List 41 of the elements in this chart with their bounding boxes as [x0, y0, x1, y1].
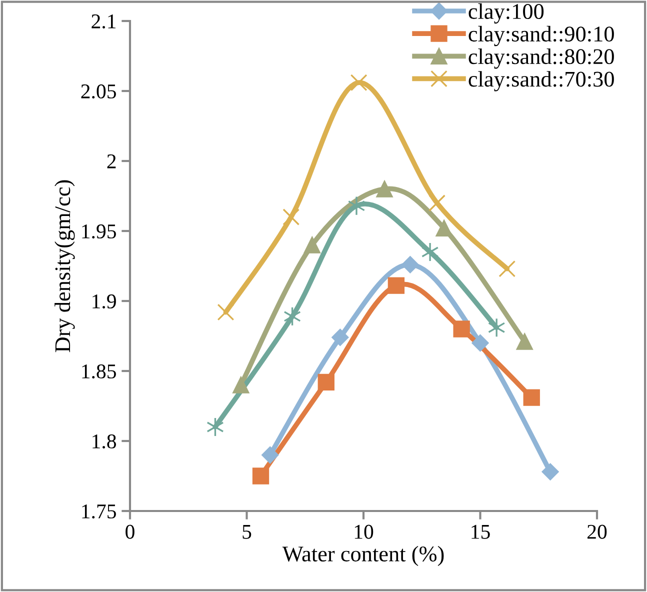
point [350, 74, 368, 92]
point [523, 389, 540, 406]
point [252, 468, 270, 484]
y-tick-label: 1.85 [82, 364, 116, 379]
y-tick-label: 2 [107, 154, 116, 168]
point [262, 446, 279, 464]
point [453, 320, 470, 338]
y-tick-label: 1.95 [82, 224, 116, 239]
point [421, 242, 439, 262]
point [348, 196, 366, 216]
y-tick-label: 1.8 [92, 434, 116, 449]
point [402, 256, 419, 274]
point [318, 374, 334, 391]
legend-label: clay:sand::70:30 [468, 71, 614, 92]
point [428, 194, 446, 212]
point [498, 260, 516, 278]
y-tick-label: 1.9 [92, 294, 116, 309]
point [388, 277, 405, 294]
legend-label: clay:100 [468, 3, 544, 24]
point [217, 304, 234, 321]
y-axis-title: Dry density(gm/cc) [54, 180, 75, 352]
legend-label: clay:sand::90:10 [468, 26, 614, 46]
y-tick-label: 2.05 [81, 84, 116, 99]
x-axis-title: Water content (%) [282, 546, 444, 566]
point [332, 328, 349, 346]
point [376, 180, 393, 198]
x-tick-label: 5 [242, 525, 252, 539]
y-tick-label: 2.1 [92, 14, 116, 29]
point [232, 376, 250, 394]
x-tick-label: 20 [588, 524, 607, 539]
x-tick-label: 0 [126, 524, 134, 539]
x-tick-label: 10 [354, 524, 374, 539]
point [436, 220, 452, 237]
point [304, 236, 320, 254]
point [282, 208, 300, 226]
legend-label: clay:sand::80:20 [468, 48, 614, 69]
point [516, 333, 533, 350]
point [472, 334, 489, 352]
y-tick-label: 1.75 [82, 504, 116, 519]
x-tick-label: 15 [472, 524, 490, 539]
point [542, 463, 559, 480]
